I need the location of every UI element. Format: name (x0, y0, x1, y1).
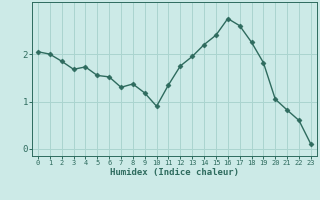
X-axis label: Humidex (Indice chaleur): Humidex (Indice chaleur) (110, 168, 239, 177)
